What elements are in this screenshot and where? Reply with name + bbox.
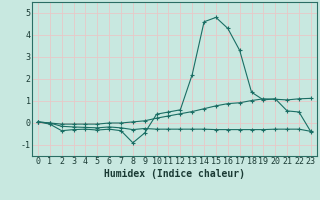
X-axis label: Humidex (Indice chaleur): Humidex (Indice chaleur) <box>104 169 245 179</box>
